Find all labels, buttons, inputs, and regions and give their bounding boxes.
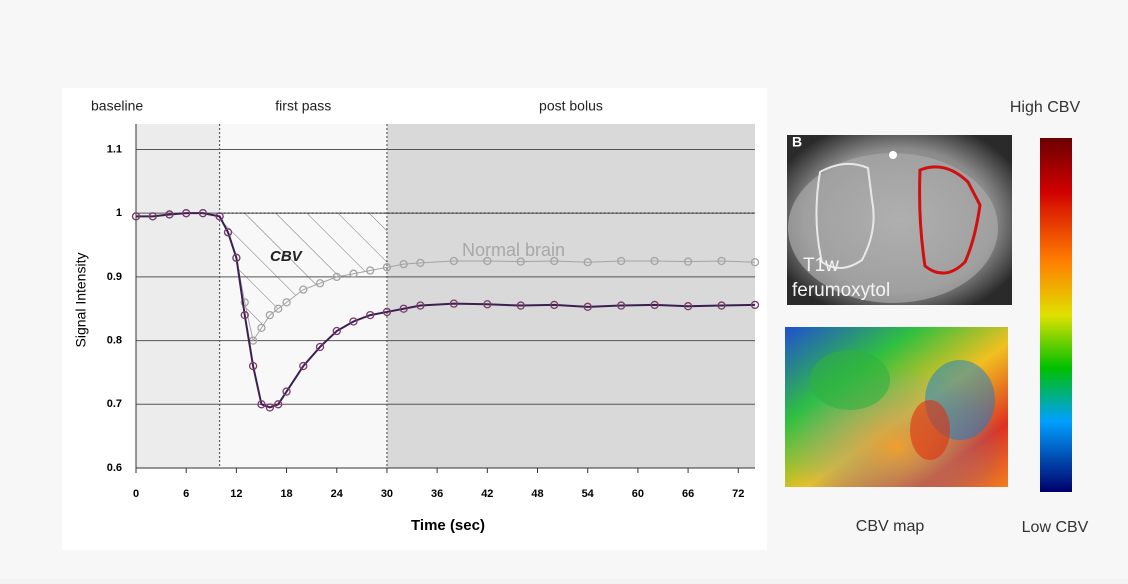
color-scale	[1040, 138, 1072, 492]
x-tick-label: 72	[732, 488, 744, 500]
y-tick-label: 0.8	[107, 334, 122, 346]
slide: baseline first pass post bolus 0.6 0.7 0.8 0.9…	[0, 0, 1128, 579]
y-tick-label: 0.9	[107, 271, 122, 283]
x-tick-label: 60	[632, 488, 644, 500]
region	[387, 124, 755, 468]
x-axis-label: Time (sec)	[411, 517, 485, 534]
annotation: Normal brain	[462, 240, 565, 260]
x-tick-label: 24	[331, 488, 344, 500]
region-label: post bolus	[539, 98, 603, 114]
x-tick-label: 66	[682, 488, 694, 500]
image-text: ferumoxytol	[792, 280, 890, 301]
y-tick-label: 1	[116, 207, 122, 219]
y-tick-label: 1.1	[107, 143, 122, 155]
region-label: first pass	[275, 98, 331, 114]
y-axis-label: Signal Intensity	[73, 253, 89, 348]
mri-image: B T1w ferumoxytol	[787, 134, 1012, 305]
x-tick-label: 48	[531, 488, 543, 500]
x-tick-label: 54	[582, 488, 595, 500]
x-tick-label: 6	[183, 488, 189, 500]
cbv-map	[785, 327, 1008, 487]
plot: baseline first pass post bolus 0.6 0.7 0.8 0.9…	[91, 98, 759, 500]
scale-high: High CBV	[1010, 99, 1081, 116]
panel-label: B	[792, 134, 802, 150]
x-tick-label: 42	[481, 488, 493, 500]
x-tick-label: 0	[133, 488, 139, 500]
y-tick-label: 0.7	[107, 398, 122, 410]
region	[136, 124, 220, 468]
map-caption: CBV map	[856, 518, 925, 535]
page: {"chart_data": {"type": "line", "y_label…	[0, 0, 1128, 579]
x-tick-label: 18	[280, 488, 292, 500]
scale-low: Low CBV	[1022, 519, 1089, 536]
region-label: baseline	[91, 98, 143, 114]
x-tick-label: 30	[381, 488, 393, 500]
annotation: CBV	[270, 248, 304, 265]
image-text: T1w	[803, 255, 839, 276]
x-tick-label: 36	[431, 488, 443, 500]
x-tick-label: 12	[230, 488, 242, 500]
y-tick-label: 0.6	[107, 462, 122, 474]
